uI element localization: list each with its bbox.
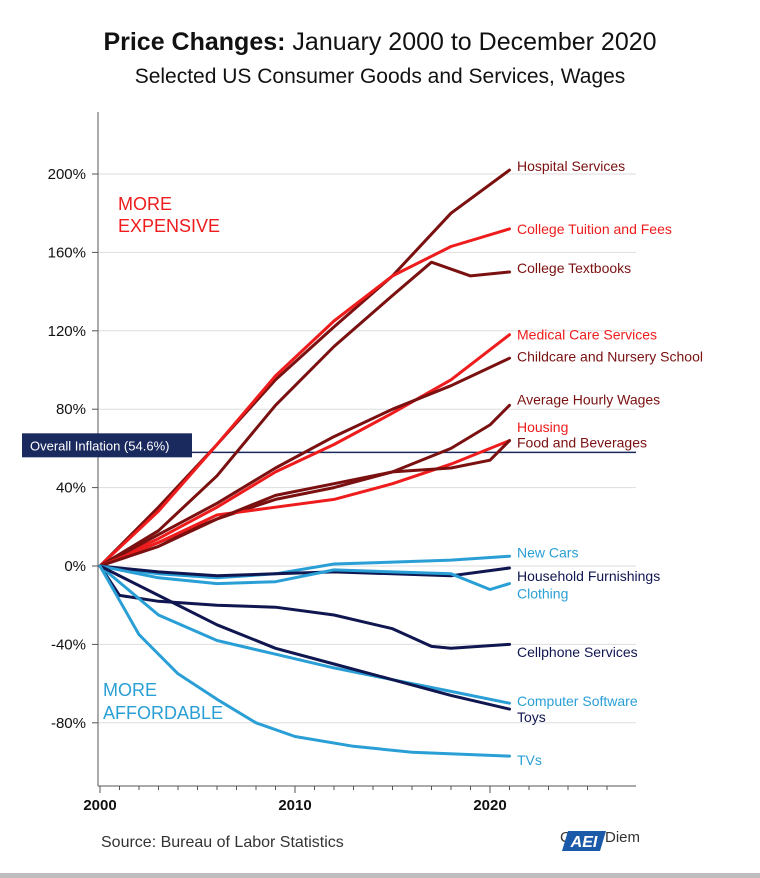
chart-title-block: Price Changes: January 2000 to December …: [0, 28, 760, 89]
series-line: [98, 439, 511, 568]
series-end-label: College Textbooks: [517, 260, 631, 276]
y-tick-label: 0%: [64, 558, 86, 575]
series-line: [98, 564, 511, 705]
series-line: [98, 564, 511, 711]
series-end-label: Toys: [517, 709, 546, 725]
series-line: [98, 333, 511, 568]
y-tick-label: -40%: [51, 636, 86, 653]
y-tick-label: 120%: [48, 323, 86, 340]
y-tick-label: 40%: [56, 480, 86, 497]
series-line: [98, 356, 511, 568]
bottom-scroll-strip: [0, 873, 760, 878]
series-line: [98, 564, 511, 591]
y-tick-label: -80%: [51, 715, 86, 732]
series-line: [98, 168, 511, 568]
more-expensive-label-line1: MORE: [118, 194, 172, 214]
series-line: [98, 564, 511, 578]
chart-title-bold: Price Changes:: [103, 28, 286, 56]
chart-title-rest: January 2000 to December 2020: [285, 28, 657, 56]
series-end-label: Housing: [517, 419, 568, 435]
source-note: Source: Bureau of Labor Statistics: [101, 834, 344, 851]
series-end-label: New Cars: [517, 544, 578, 560]
series-end-label: Cellphone Services: [517, 644, 638, 660]
y-tick-label: 200%: [48, 166, 86, 183]
x-tick-label: 2000: [83, 797, 116, 814]
chart-title: Price Changes: January 2000 to December …: [0, 28, 760, 57]
aei-logo-icon: AEI: [562, 831, 606, 851]
x-tick-label: 2010: [278, 797, 311, 814]
more-expensive-label-line2: EXPENSIVE: [118, 216, 220, 236]
y-tick-label: 80%: [56, 401, 86, 418]
more-affordable-label-line2: AFFORDABLE: [103, 703, 223, 723]
series-end-label: Childcare and Nursery School: [517, 348, 703, 364]
overall-inflation-label: Overall Inflation (54.6%): [30, 438, 169, 453]
more-affordable-label-line1: MORE: [103, 680, 157, 700]
series-end-label: Average Hourly Wages: [517, 391, 660, 407]
overall-inflation-box: [22, 433, 192, 458]
series-end-label: TVs: [517, 752, 542, 768]
series-end-label: Computer Software: [517, 693, 638, 709]
series-line: [98, 564, 511, 758]
series-end-label: Household Furnishings: [517, 568, 660, 584]
x-tick-label: 2020: [473, 797, 506, 814]
series-line: [98, 260, 511, 568]
series-end-label: Hospital Services: [517, 158, 625, 174]
aei-logo-text: AEI: [570, 834, 598, 851]
y-tick-label: 160%: [48, 244, 86, 261]
series-end-label: Clothing: [517, 585, 568, 601]
series-end-label: Food and Beverages: [517, 435, 647, 451]
brand-footer: Carpe Diem AEI: [560, 829, 640, 851]
series-end-label: Medical Care Services: [517, 327, 657, 343]
chart-subtitle: Selected US Consumer Goods and Services,…: [134, 65, 626, 88]
series-end-label: College Tuition and Fees: [517, 221, 672, 237]
series-line: [98, 227, 511, 568]
series-line: [98, 554, 511, 580]
